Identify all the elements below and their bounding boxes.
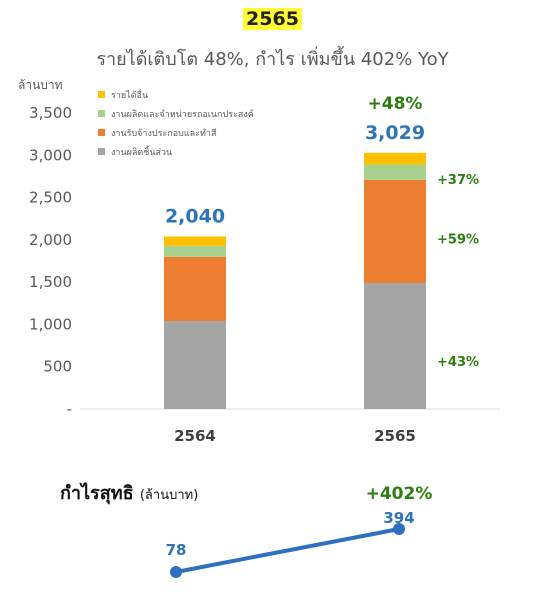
bar-labels: 2564 2,040 2565 3,029 +48% +43% +59% +37% (165, 94, 479, 445)
y-axis: - 500 1,000 1,500 2,000 2,500 3,000 3,500 (29, 104, 500, 418)
y-tick-label: 3,000 (29, 146, 72, 164)
profit-line (175, 527, 400, 574)
segment-growth-label: +59% (437, 232, 479, 247)
stacked-bars (164, 152, 426, 409)
profit-value-label: 78 (166, 541, 187, 559)
bar-segment (164, 321, 226, 409)
x-tick-label: 2565 (374, 427, 416, 445)
legend-label: งานรับจ้างประกอบและทำสี (111, 128, 217, 139)
profit-point (170, 566, 182, 578)
total-label: 2,040 (165, 205, 225, 227)
y-tick-label: 500 (43, 358, 72, 376)
chart-headline: รายได้เติบโต 48%, กำไร เพิ่มขึ้น 402% Yo… (96, 49, 449, 70)
y-tick-label: 2,000 (29, 231, 72, 249)
bar-segment (164, 256, 226, 322)
y-axis-unit-label: ล้านบาท (18, 78, 63, 92)
y-tick-label: 2,500 (29, 189, 72, 207)
segment-growth-label: +43% (437, 355, 479, 370)
y-tick-label: 1,000 (29, 315, 72, 333)
profit-title: กำไรสุทธิ (ล้านบาท) (60, 478, 198, 507)
legend-swatch (98, 91, 105, 98)
y-tick-label: - (67, 400, 72, 418)
bar-segment (164, 245, 226, 257)
profit-line-chart: 78 394 +402% (166, 484, 433, 578)
total-growth-label: +48% (368, 94, 423, 114)
bar-segment (364, 282, 426, 409)
y-tick-label: 1,500 (29, 273, 72, 291)
legend-swatch (98, 148, 105, 155)
legend-swatch (98, 129, 105, 136)
y-tick-label: 3,500 (29, 104, 72, 122)
segment-growth-label: +37% (437, 173, 479, 188)
legend-swatch (98, 110, 105, 117)
total-label: 3,029 (365, 122, 425, 144)
year-badge: 2565 (0, 8, 545, 30)
bar-segment (164, 236, 226, 246)
profit-growth-label: +402% (366, 484, 433, 504)
profit-unit: (ล้านบาท) (139, 488, 199, 503)
legend-label: รายได้อื่น (111, 88, 148, 101)
profit-point (393, 523, 405, 535)
chart-legend: รายได้อื่นงานผลิตและจำหน่ายรถอเนกประสงค์… (98, 88, 254, 158)
bar-segment (364, 179, 426, 283)
bar-segment (364, 152, 426, 165)
year-badge-text: 2565 (243, 8, 302, 30)
legend-label: งานผลิตชิ้นส่วน (111, 145, 172, 158)
legend-label: งานผลิตและจำหน่ายรถอเนกประสงค์ (111, 108, 254, 120)
x-tick-label: 2564 (174, 427, 216, 445)
profit-title-text: กำไรสุทธิ (60, 483, 134, 504)
profit-value-label: 394 (383, 509, 414, 527)
bar-segment (364, 164, 426, 180)
